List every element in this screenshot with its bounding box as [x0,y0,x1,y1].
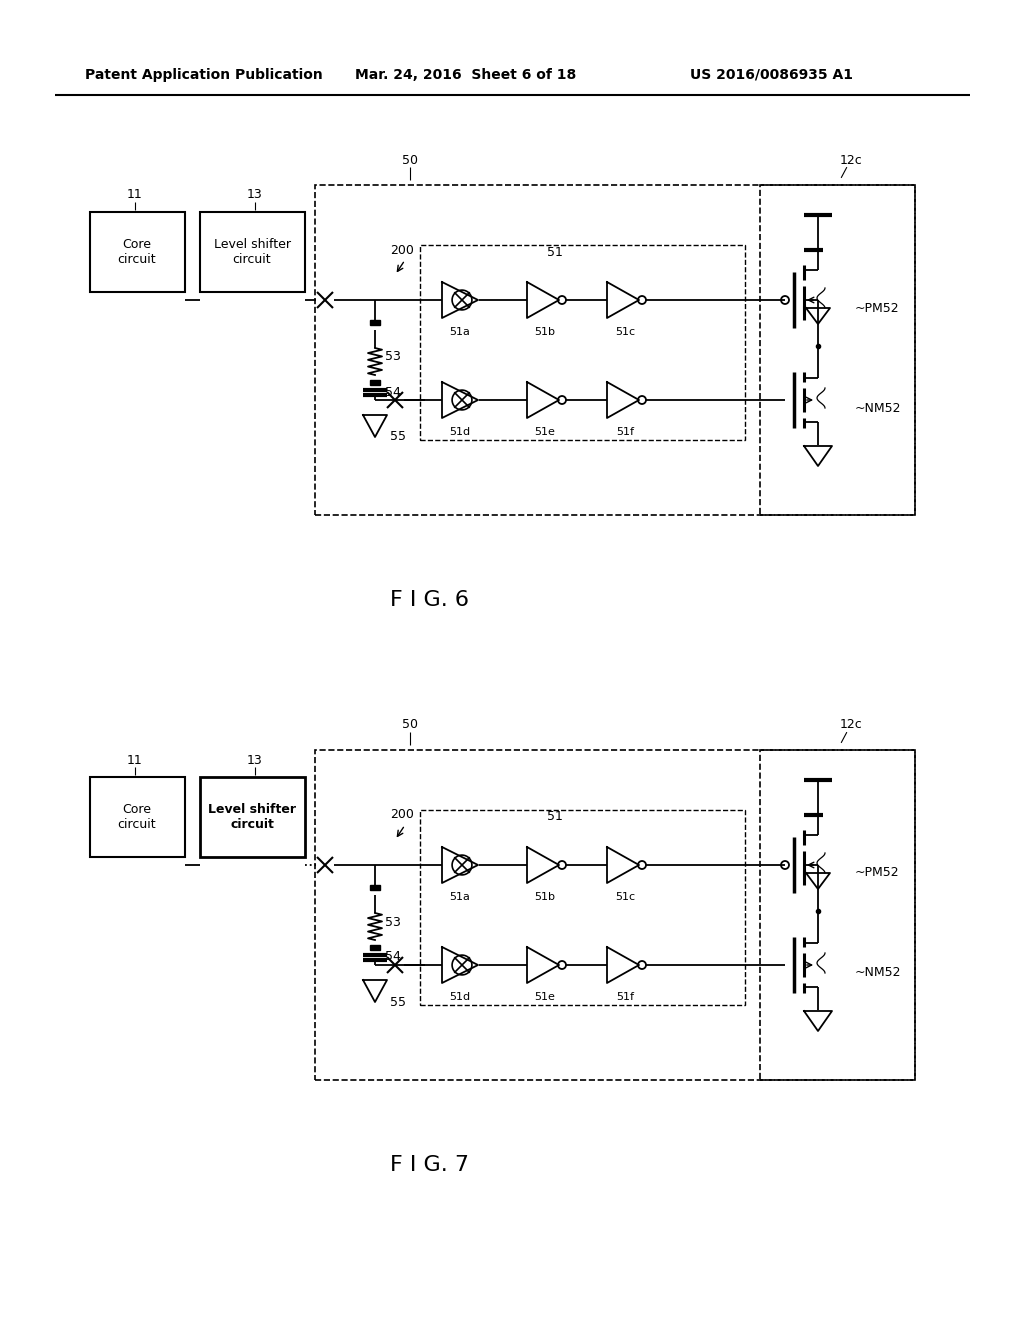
Bar [90,777,185,857]
Text: 51b: 51b [535,892,555,902]
Bar [760,185,915,515]
Bar [200,777,305,857]
Text: Level shifter
circuit: Level shifter circuit [213,238,291,267]
Text: 13: 13 [247,754,263,767]
Text: 12c: 12c [840,718,863,731]
Text: Level shifter
circuit: Level shifter circuit [208,803,296,832]
Text: 11: 11 [127,189,143,202]
Text: 51c: 51c [615,892,635,902]
Text: 54: 54 [385,950,400,964]
Text: Mar. 24, 2016  Sheet 6 of 18: Mar. 24, 2016 Sheet 6 of 18 [355,69,577,82]
Bar [370,319,380,325]
Bar [370,945,380,950]
Text: 51f: 51f [616,993,634,1002]
Bar [90,213,185,292]
Text: 12c: 12c [840,153,863,166]
Bar [200,213,305,292]
Text: Core
circuit: Core circuit [118,238,157,267]
Text: F I G. 7: F I G. 7 [390,1155,469,1175]
Text: 53: 53 [385,351,400,363]
Text: 50: 50 [402,153,418,166]
Bar [760,750,915,1080]
Bar [420,246,745,440]
Text: 54: 54 [385,385,400,399]
Text: 55: 55 [390,430,406,444]
Text: 51a: 51a [450,327,470,337]
Text: 200: 200 [390,243,414,256]
Text: 51: 51 [547,810,563,824]
Text: 11: 11 [127,754,143,767]
Bar [315,185,915,515]
Text: US 2016/0086935 A1: US 2016/0086935 A1 [690,69,853,82]
Text: 55: 55 [390,995,406,1008]
Text: 51e: 51e [535,426,555,437]
Text: Core
circuit: Core circuit [118,803,157,832]
Bar [420,810,745,1005]
Bar [370,884,380,890]
Text: 51e: 51e [535,993,555,1002]
Text: Patent Application Publication: Patent Application Publication [85,69,323,82]
Text: 51c: 51c [615,327,635,337]
Bar [370,380,380,385]
Text: 51f: 51f [616,426,634,437]
Text: F I G. 6: F I G. 6 [390,590,469,610]
Text: ~NM52: ~NM52 [855,966,901,979]
Text: 200: 200 [390,808,414,821]
Text: ~PM52: ~PM52 [855,301,900,314]
Text: 53: 53 [385,916,400,928]
Text: 50: 50 [402,718,418,731]
Text: 51d: 51d [450,426,471,437]
Text: 13: 13 [247,189,263,202]
Text: ~PM52: ~PM52 [855,866,900,879]
Text: 51: 51 [547,246,563,259]
Bar [315,750,915,1080]
Text: ~NM52: ~NM52 [855,401,901,414]
Text: 51d: 51d [450,993,471,1002]
Text: 51a: 51a [450,892,470,902]
Text: 51b: 51b [535,327,555,337]
